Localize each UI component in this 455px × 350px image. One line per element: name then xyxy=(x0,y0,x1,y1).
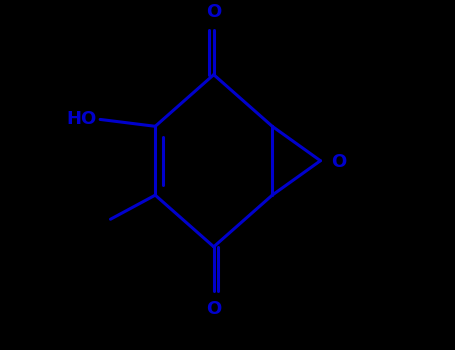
Text: O: O xyxy=(331,153,346,172)
Text: O: O xyxy=(206,4,222,21)
Text: O: O xyxy=(206,300,222,318)
Text: HO: HO xyxy=(66,111,97,128)
